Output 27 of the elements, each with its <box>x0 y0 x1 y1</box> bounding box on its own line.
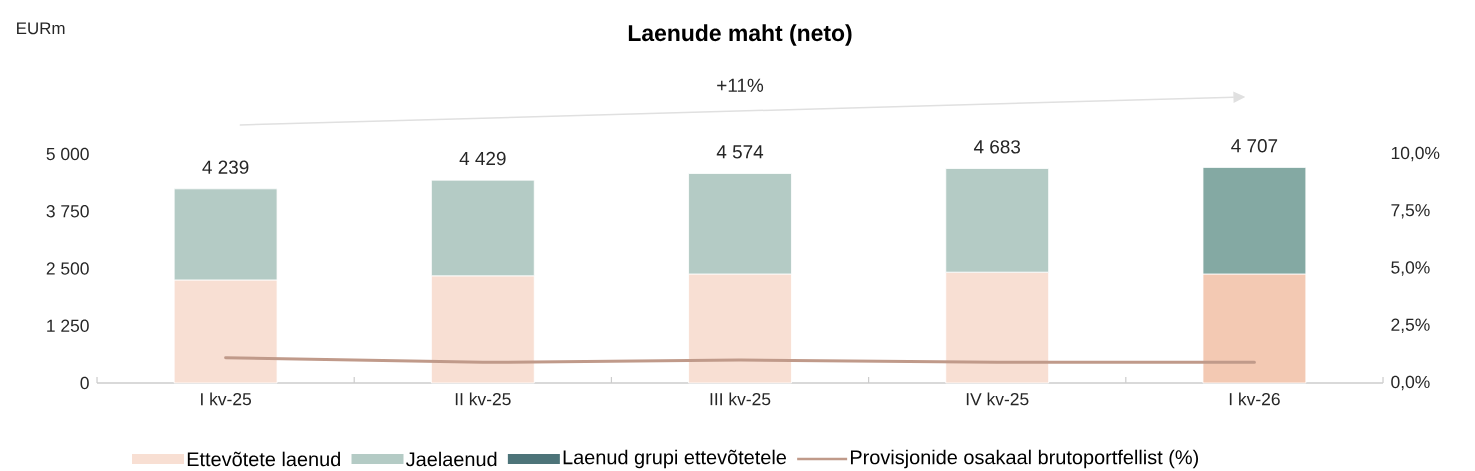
total-label: 4 707 <box>1231 139 1278 153</box>
legend-label: Laenud grupi ettevõtetele <box>563 449 787 469</box>
text: +11% <box>717 78 764 92</box>
y-tick-label: 2 500 <box>46 262 89 275</box>
y2-tick-label: 0,0% <box>1391 375 1430 391</box>
x-tick-label: I kv-25 <box>201 392 252 406</box>
y2-tick-label: 5,0% <box>1391 261 1430 276</box>
y-tick-label: 5 000 <box>46 147 89 161</box>
x-tick-label: IV kv-25 <box>966 392 1029 406</box>
total-label: 4 683 <box>973 140 1021 154</box>
legend-label: Provisjonide osakaal brutoportfellist (%) <box>850 449 1199 469</box>
y2-tick-label: 2,5% <box>1391 318 1430 333</box>
text: EURm <box>17 22 65 35</box>
y2-tick-label: 7,5% <box>1391 204 1430 219</box>
total-label: 4 429 <box>459 151 506 166</box>
legend-label: Jaelaenud <box>406 451 497 467</box>
y-tick-label: 0 <box>80 376 89 390</box>
total-label: 4 574 <box>716 145 764 159</box>
y2-tick-label: 10,0% <box>1391 146 1440 162</box>
y-tick-label: 1 250 <box>47 319 89 332</box>
total-label: 4 239 <box>202 160 249 174</box>
legend-label: Ettevõtete laenud <box>187 451 340 467</box>
y-tick-label: 3 750 <box>46 205 89 218</box>
x-tick-label: I kv-26 <box>1229 392 1280 406</box>
x-tick-label: II kv-25 <box>455 392 511 406</box>
x-tick-label: III kv-25 <box>710 392 771 406</box>
chart-title: Laenude maht (neto) <box>628 24 852 46</box>
